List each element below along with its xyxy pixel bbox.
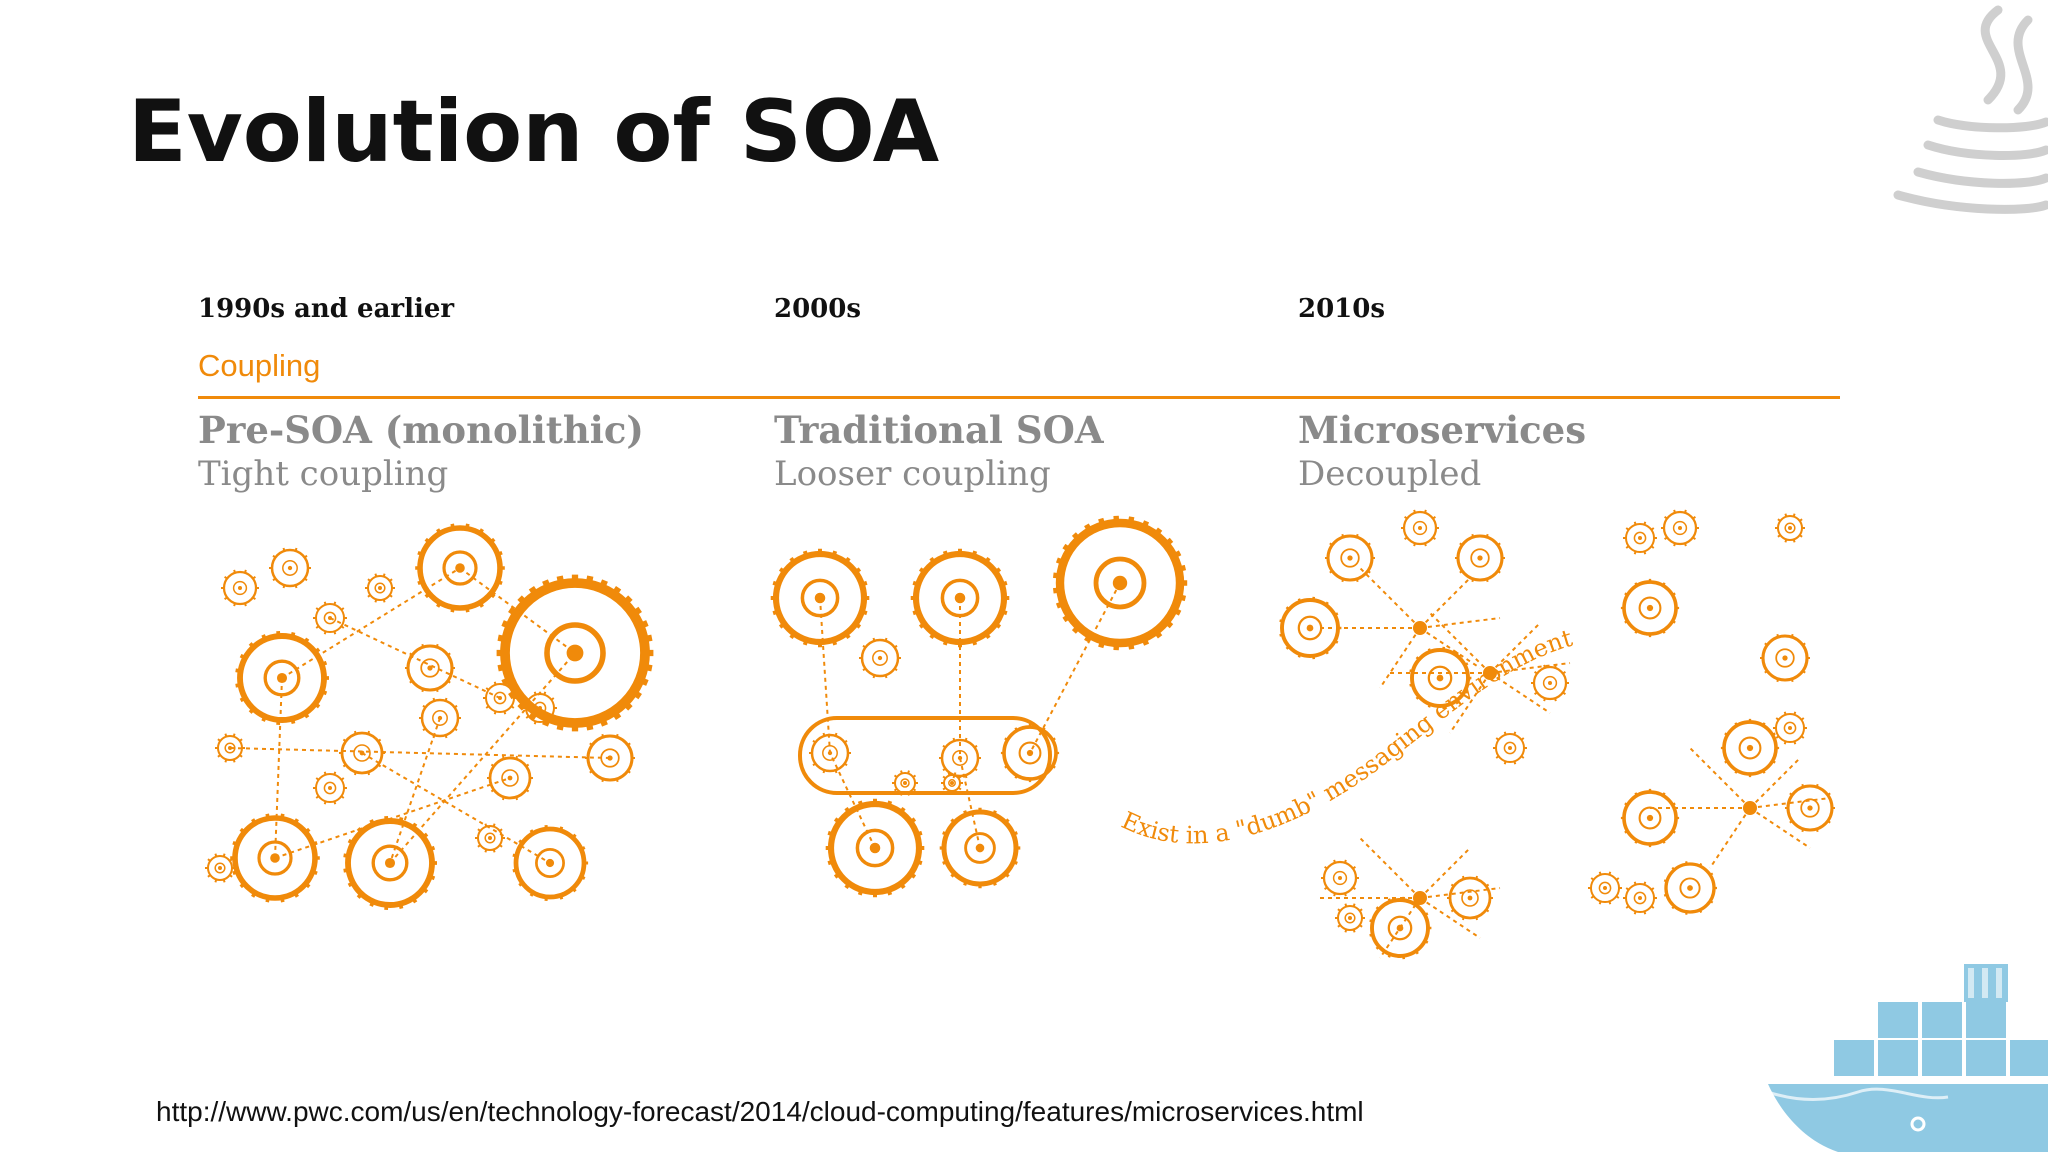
gear-67: [1447, 875, 1493, 921]
gear-49: [1279, 596, 1342, 660]
coupling-axis-label: Coupling: [198, 348, 321, 383]
connector-44: [829, 752, 876, 849]
connector-81: [1489, 662, 1571, 674]
message-hub-75: [1413, 621, 1427, 635]
gear-59: [1773, 711, 1807, 745]
gear-1: [415, 523, 505, 613]
connector-74: [1419, 617, 1501, 629]
connector-73: [1379, 627, 1421, 689]
message-hub-82: [1483, 666, 1497, 680]
gear-32: [1052, 515, 1188, 651]
gear-2: [496, 574, 654, 732]
gear-56: [1775, 513, 1805, 543]
gear-48: [1455, 533, 1505, 583]
gear-50: [1409, 646, 1472, 710]
stage-name-pre-soa: Pre-SOA (monolithic): [198, 408, 644, 452]
gear-53: [1623, 521, 1657, 555]
connector-83: [1359, 837, 1421, 899]
gear-68: [1335, 903, 1365, 933]
stage-coupling-traditional-soa: Looser coupling: [774, 454, 1051, 494]
slide-title: Evolution of SOA: [128, 82, 940, 182]
gear-3: [230, 813, 320, 903]
java-logo-icon: [1893, 5, 2048, 214]
message-hub-96: [1743, 801, 1757, 815]
gear-11: [313, 771, 347, 805]
soa-evolution-diagram: 1990s and earlier 2000s 2010s Coupling P…: [190, 268, 1860, 988]
era-label-2000s: 2000s: [774, 294, 862, 324]
gear-10: [269, 547, 311, 589]
gear-64: [1663, 861, 1717, 915]
gear-38: [939, 807, 1021, 889]
gear-61: [1620, 788, 1680, 848]
connector-94: [1709, 807, 1751, 869]
gear-65: [1321, 859, 1359, 897]
gear-layer: [205, 509, 1835, 960]
gear-58: [1720, 718, 1780, 778]
connector-43: [1029, 582, 1121, 754]
message-hub-89: [1413, 891, 1427, 905]
connector-21: [281, 567, 461, 679]
gear-7: [343, 815, 437, 911]
stage-name-microservices: Microservices: [1298, 408, 1587, 452]
stage-coupling-microservices: Decoupled: [1298, 454, 1482, 494]
connector-88: [1419, 887, 1501, 899]
gear-54: [1661, 509, 1699, 547]
gear-33: [859, 637, 901, 679]
connector-77: [1489, 622, 1541, 674]
gear-18: [313, 601, 347, 635]
connector-25: [274, 777, 511, 859]
era-label-2010s: 2010s: [1298, 294, 1386, 324]
connector-69: [1359, 567, 1421, 629]
gear-37: [825, 798, 925, 898]
coupling-axis-line: [198, 396, 1840, 399]
gear-5: [405, 643, 455, 693]
gear-62: [1588, 871, 1622, 905]
gear-9: [221, 569, 259, 607]
gear-52: [1493, 731, 1527, 765]
service-bus: [798, 716, 1052, 795]
gear-13: [419, 697, 461, 739]
connector-90: [1689, 747, 1751, 809]
connector-72: [1419, 627, 1481, 669]
stage-name-traditional-soa: Traditional SOA: [774, 408, 1104, 452]
connector-24: [389, 652, 576, 864]
connector-41: [819, 597, 831, 754]
gear-57: [1760, 633, 1810, 683]
gear-47: [1401, 509, 1439, 547]
gear-60: [1785, 783, 1835, 833]
gear-12: [365, 573, 395, 603]
gear-34: [809, 732, 851, 774]
connector-27: [229, 747, 611, 759]
gear-17: [205, 853, 235, 883]
stage-coupling-pre-soa: Tight coupling: [198, 454, 449, 494]
source-link[interactable]: http://www.pwc.com/us/en/technology-fore…: [156, 1096, 1364, 1127]
gear-63: [1623, 881, 1657, 915]
connector-22: [274, 677, 283, 859]
gear-55: [1620, 578, 1680, 638]
connector-84: [1419, 847, 1471, 899]
connector-70: [1419, 577, 1471, 629]
messaging-environment-label: Exist in a "dumb" messaging environment: [1117, 624, 1575, 850]
gears-illustration: Exist in a "dumb" messaging environment: [205, 509, 1835, 960]
connector-28: [389, 717, 441, 864]
gear-16: [585, 733, 635, 783]
connector-76: [1429, 612, 1491, 674]
gear-51: [1531, 664, 1569, 702]
gear-19: [475, 823, 505, 853]
era-label-1990s: 1990s and earlier: [198, 294, 455, 324]
gear-8: [512, 824, 589, 902]
gear-46: [1325, 533, 1375, 583]
connector-91: [1749, 757, 1801, 809]
gear-36: [1000, 723, 1060, 783]
docker-whale-icon: [1768, 964, 2048, 1152]
connector-95: [1749, 797, 1831, 809]
